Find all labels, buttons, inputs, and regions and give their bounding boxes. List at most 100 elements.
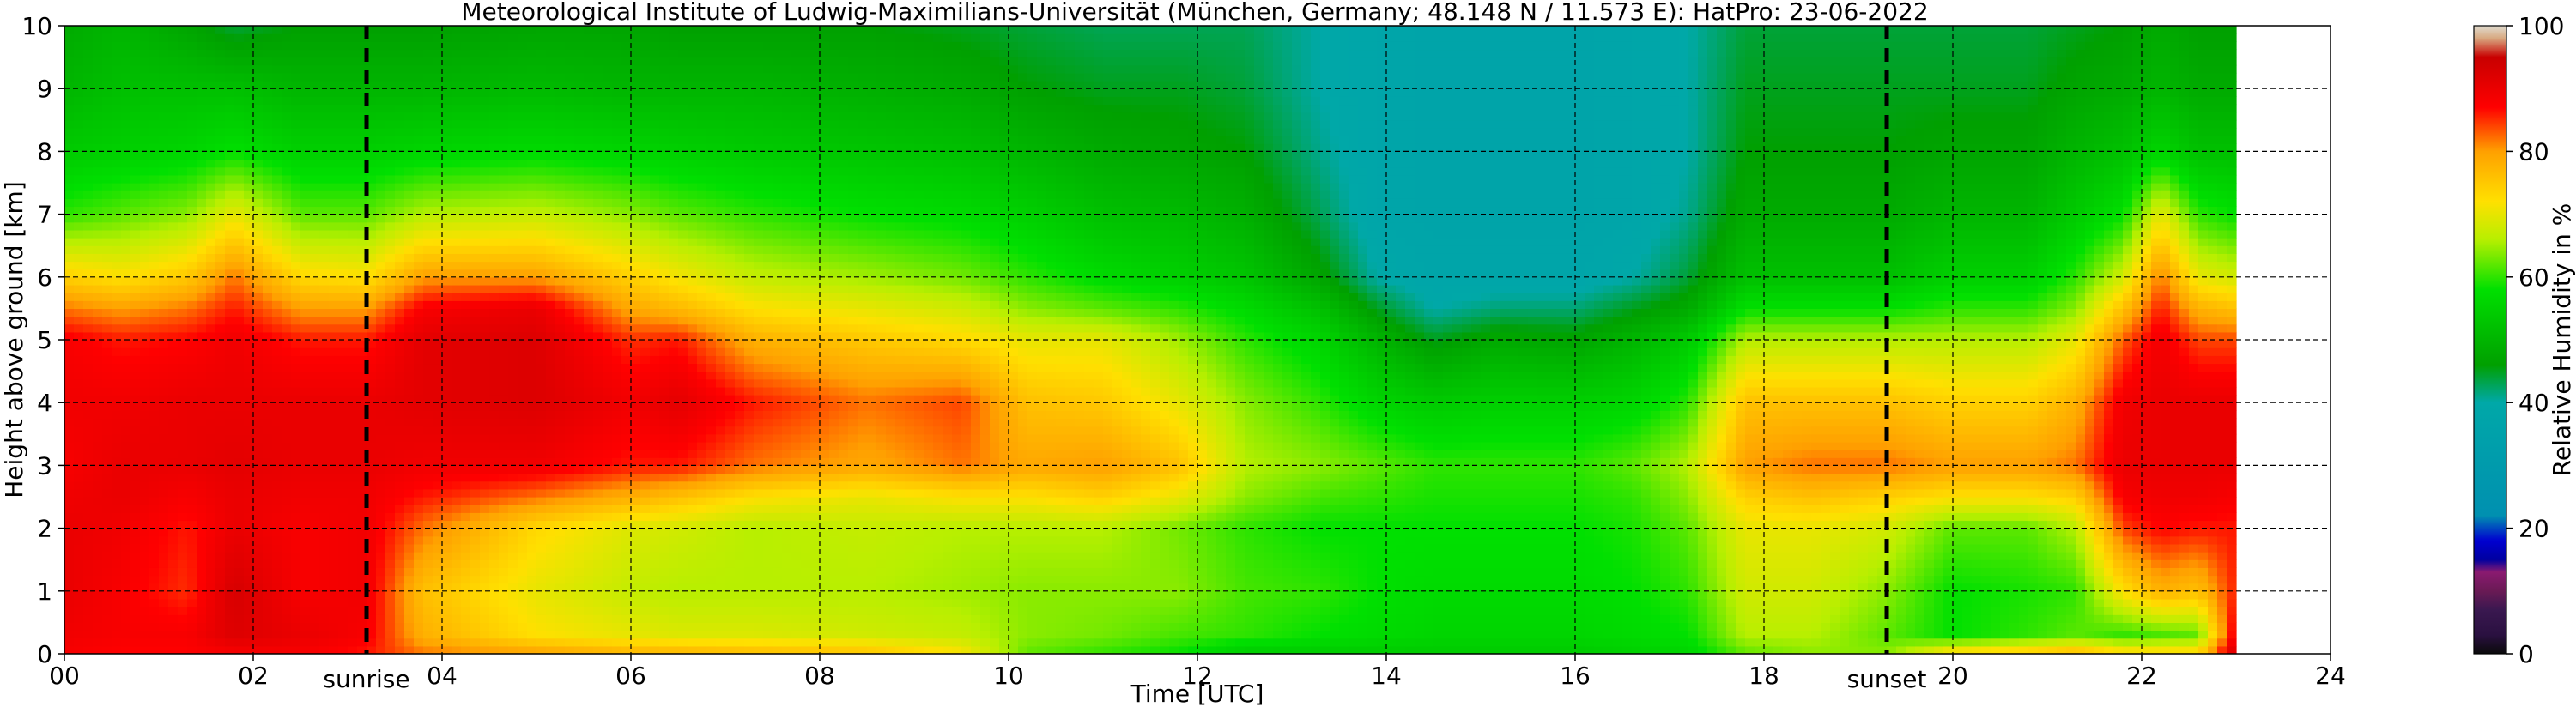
heatmap-cell [546, 198, 556, 208]
heatmap-cell [385, 355, 396, 365]
heatmap-cell [414, 645, 424, 654]
heatmap-cell [168, 221, 179, 231]
heatmap-cell [225, 261, 235, 270]
heatmap-cell [518, 221, 528, 231]
heatmap-cell [149, 480, 160, 490]
heatmap-cell [584, 410, 594, 420]
heatmap-cell [621, 245, 632, 254]
heatmap-cell [263, 363, 273, 372]
heatmap-cell [565, 214, 575, 223]
heatmap-cell [159, 190, 169, 199]
heatmap-cell [159, 127, 169, 136]
heatmap-cell [536, 402, 547, 411]
heatmap-cell [612, 465, 622, 474]
heatmap-cell [291, 151, 301, 160]
heatmap-cell [518, 378, 528, 388]
heatmap-cell [215, 143, 226, 152]
heatmap-cell [367, 543, 377, 553]
heatmap-cell [112, 363, 122, 372]
heatmap-cell [206, 214, 216, 223]
heatmap-cell [83, 41, 94, 51]
heatmap-cell [367, 347, 377, 356]
heatmap-cell [149, 221, 160, 231]
heatmap-cell [395, 347, 405, 356]
heatmap-cell [291, 575, 301, 584]
heatmap-cell [121, 214, 131, 223]
heatmap-cell [197, 567, 207, 577]
heatmap-cell [574, 340, 585, 348]
heatmap-cell [489, 622, 500, 631]
heatmap-cell [376, 583, 386, 592]
heatmap-cell [300, 590, 311, 600]
heatmap-cell [272, 480, 282, 490]
heatmap-cell [442, 465, 452, 474]
heatmap-cell [404, 520, 415, 529]
heatmap-cell [206, 229, 216, 239]
heatmap-cell [159, 505, 169, 513]
heatmap-cell [319, 630, 330, 639]
heatmap-cell [291, 284, 301, 293]
heatmap-cell [263, 497, 273, 505]
heatmap-cell [206, 72, 216, 82]
heatmap-cell [178, 583, 188, 592]
heatmap-cell [140, 284, 150, 293]
heatmap-cell [470, 607, 481, 615]
heatmap-cell [395, 528, 405, 537]
heatmap-cell [310, 535, 320, 545]
heatmap-cell [452, 480, 462, 490]
heatmap-cell [140, 143, 150, 152]
heatmap-cell [584, 190, 594, 199]
heatmap-cell [414, 340, 424, 348]
heatmap-cell [263, 614, 273, 623]
heatmap-cell [442, 488, 452, 498]
heatmap-cell [452, 378, 462, 388]
heatmap-cell [499, 276, 509, 286]
heatmap-cell [470, 340, 481, 348]
heatmap-cell [263, 355, 273, 365]
heatmap-cell [385, 57, 396, 66]
heatmap-cell [640, 41, 651, 51]
heatmap-cell [508, 104, 518, 113]
heatmap-cell [102, 575, 112, 584]
heatmap-cell [187, 323, 197, 333]
heatmap-cell [102, 127, 112, 136]
heatmap-cell [593, 229, 603, 239]
heatmap-cell [319, 284, 330, 293]
heatmap-cell [319, 166, 330, 176]
heatmap-cell [130, 284, 141, 293]
heatmap-cell [253, 136, 264, 144]
heatmap-cell [206, 505, 216, 513]
heatmap-cell [442, 512, 452, 522]
heatmap-cell [650, 457, 660, 466]
heatmap-cell [168, 72, 179, 82]
heatmap-cell [414, 598, 424, 607]
heatmap-cell [536, 316, 547, 325]
heatmap-cell [206, 159, 216, 168]
heatmap-cell [499, 473, 509, 482]
heatmap-cell [300, 567, 311, 577]
heatmap-cell [584, 363, 594, 372]
heatmap-cell [329, 104, 339, 113]
heatmap-cell [74, 166, 84, 176]
heatmap-cell [489, 583, 500, 592]
heatmap-cell [244, 323, 254, 333]
heatmap-cell [197, 535, 207, 545]
heatmap-cell [102, 151, 112, 160]
heatmap-cell [64, 567, 75, 577]
heatmap-cell [197, 159, 207, 168]
heatmap-cell [206, 245, 216, 254]
heatmap-cell [291, 402, 301, 411]
heatmap-cell [197, 49, 207, 58]
heatmap-cell [93, 269, 103, 278]
heatmap-cell [225, 340, 235, 348]
heatmap-cell [300, 229, 311, 239]
heatmap-cell [499, 112, 509, 121]
heatmap-cell [470, 269, 481, 278]
heatmap-cell [621, 159, 632, 168]
heatmap-cell [140, 418, 150, 427]
heatmap-cell [499, 143, 509, 152]
heatmap-cell [74, 450, 84, 458]
heatmap-cell [376, 559, 386, 568]
heatmap-cell [64, 261, 75, 270]
heatmap-cell [93, 535, 103, 545]
